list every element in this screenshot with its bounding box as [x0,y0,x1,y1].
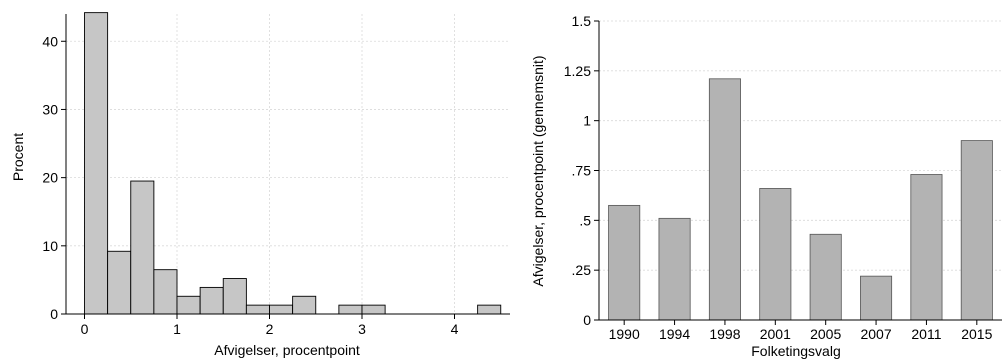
histogram-bar [199,286,224,315]
column-chart-x-tick-label: 1994 [659,326,690,342]
column-chart-x-tick-label: 2011 [911,326,941,342]
column-bar-1990 [608,204,641,321]
histogram-y-tick-label: 10 [42,238,58,254]
histogram-bar [338,304,363,315]
histogram-bar [107,250,132,315]
column-chart-y-tick-label: .75 [572,163,592,179]
histogram-x-tick-label: 4 [451,321,459,337]
histogram-x-tick-label: 3 [358,321,366,337]
histogram-bar [269,304,294,315]
column-chart-y-tick-label: 1 [583,113,591,129]
histogram-y-axis-title: Procent [10,133,26,181]
column-chart-x-tick-label: 1998 [709,326,740,342]
column-chart-y-tick-label: 1.25 [564,63,591,79]
column-bar-1994 [658,217,691,321]
histogram-x-tick-label: 1 [173,321,181,337]
histogram-x-axis-title: Afvigelser, procentpoint [214,342,360,358]
histogram-y-tick-label: 20 [42,170,58,186]
column-chart-gridlines [599,20,1002,271]
histogram-y-tick-label: 0 [50,306,58,322]
column-chart-y-tick-label: .5 [579,212,591,228]
column-chart-bars [608,78,993,321]
histogram-y-tick-label: 40 [42,33,58,49]
histogram-bar [477,304,502,315]
histogram-bar [361,304,386,315]
histogram-y-tick-label: 30 [42,101,58,117]
column-bar-2005 [809,233,842,321]
histogram-bar [153,269,178,315]
column-chart-ticks: 0 .25 .5 .75 1 1.25 1.5 1990 1994 1998 2001 2005 200… [564,13,993,342]
histogram-bar [292,295,317,315]
histogram-bar [130,180,155,315]
column-bar-2007 [860,275,893,321]
histogram-bar [222,278,247,315]
column-chart: 0 .25 .5 .75 1 1.25 1.5 1990 1994 1998 2001 2005 200… [530,13,1002,359]
histogram-axes [65,14,510,315]
histogram-x-tick-label: 0 [81,321,89,337]
column-chart-x-tick-label: 2001 [760,326,791,342]
column-chart-x-tick-label: 2007 [860,326,891,342]
column-bar-1998 [708,78,741,321]
histogram-bar [245,304,270,315]
column-chart-x-axis-title: Folketingsvalg [751,343,841,359]
column-chart-x-tick-label: 2015 [961,326,992,342]
histogram-ticks: 0 10 20 30 40 0 1 2 3 4 [42,33,458,337]
column-chart-x-tick-label: 1990 [609,326,640,342]
column-chart-y-tick-label: 0 [583,312,591,328]
histogram-x-tick-label: 2 [266,321,274,337]
column-chart-y-tick-label: .25 [572,262,592,278]
histogram-bars [84,12,502,315]
column-bar-2015 [960,140,993,321]
column-chart-x-tick-label: 2005 [810,326,841,342]
column-chart-y-axis-title: Afvigelser, procentpoint (gennemsnit) [530,55,546,286]
column-chart-y-tick-label: 1.5 [572,13,592,29]
column-bar-2011 [910,174,943,321]
column-bar-2001 [759,188,792,321]
histogram-bar [84,12,109,315]
histogram-bar [176,295,201,315]
